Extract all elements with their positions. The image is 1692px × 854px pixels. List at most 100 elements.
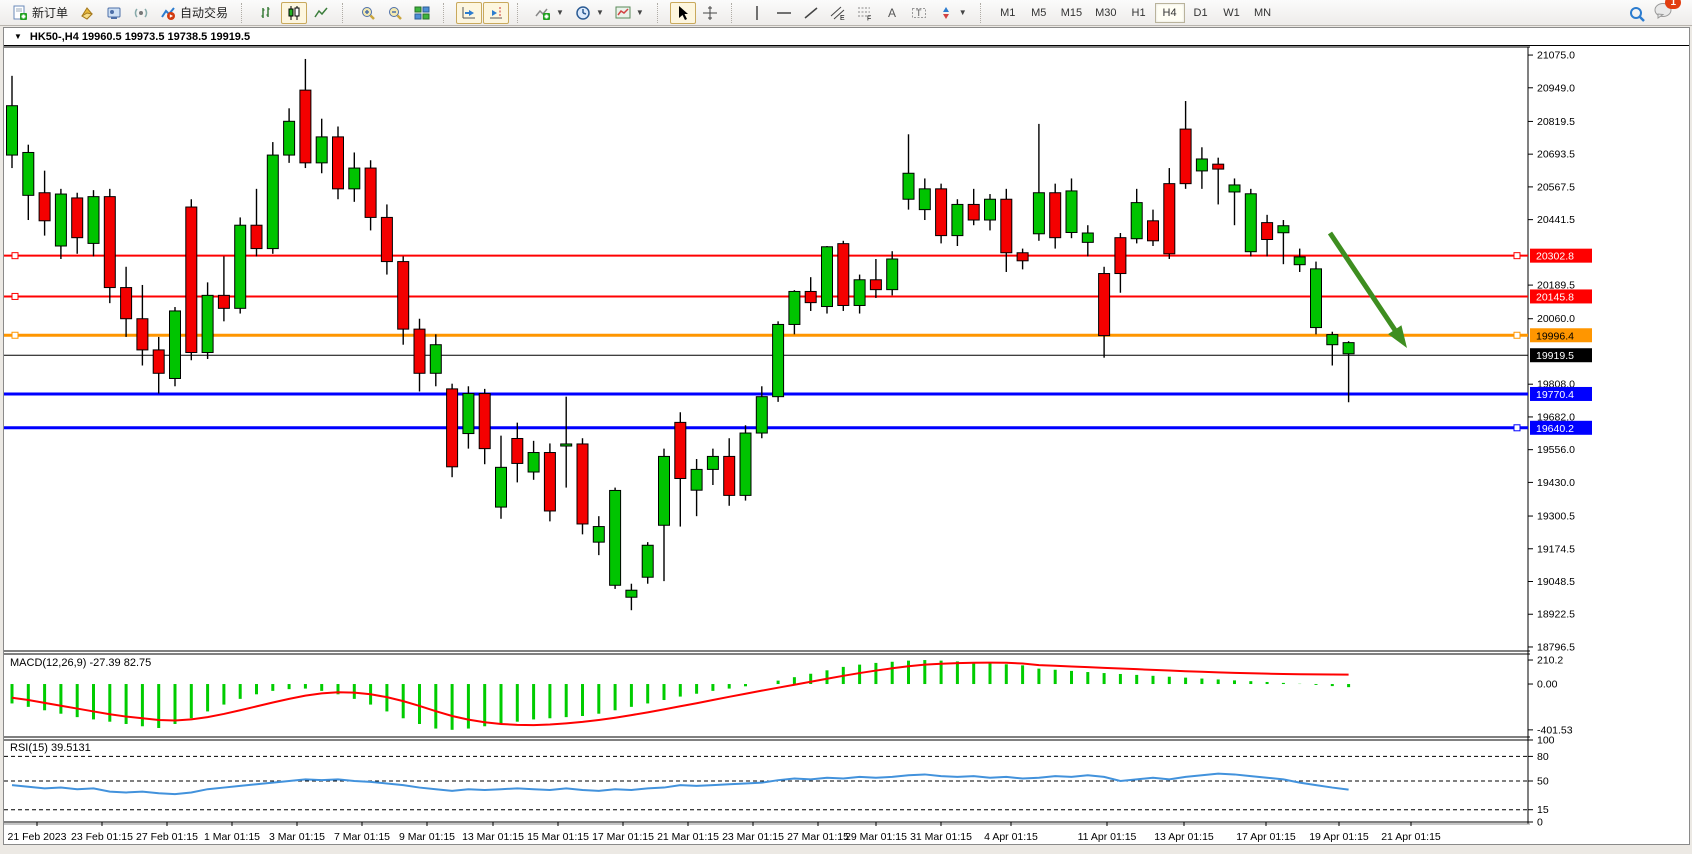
collapse-triangle-icon[interactable]: ▼ [14, 32, 22, 41]
candle-body [397, 261, 410, 330]
text-label-icon: T [911, 5, 927, 21]
line-handle[interactable] [1513, 424, 1521, 432]
toolbar-separator [241, 2, 246, 23]
candle-body [1179, 128, 1192, 185]
periods-button[interactable]: ▼ [570, 2, 609, 24]
candle-body [902, 172, 915, 200]
rsi-tick-label: 80 [1537, 751, 1549, 763]
bar-chart-button[interactable] [254, 2, 280, 24]
new-order-button[interactable]: 新订单 [7, 2, 73, 24]
line-handle[interactable] [1513, 252, 1521, 260]
timeframe-button-d1[interactable]: D1 [1193, 6, 1208, 19]
terminal-button[interactable] [101, 2, 127, 24]
price-tag-label: 19919.5 [1536, 350, 1574, 362]
candle-body [1261, 222, 1274, 241]
toolbar-separator [979, 2, 985, 23]
date-label: 21 Apr 01:15 [1381, 831, 1441, 843]
text-tool-button[interactable]: A [879, 2, 905, 24]
timeframe-button-w1[interactable]: W1 [1223, 6, 1240, 19]
timeframe-button-m5[interactable]: M5 [1031, 6, 1047, 19]
candle-body [1130, 202, 1143, 240]
macd-tick-label: 210.2 [1537, 655, 1563, 667]
candle-body [527, 452, 540, 473]
candle-body [38, 192, 51, 222]
timeframe-button-m30[interactable]: M30 [1095, 6, 1117, 19]
date-label: 31 Mar 01:15 [910, 831, 972, 843]
candle-body [315, 136, 328, 164]
chart-canvas[interactable]: 21075.0 20949.0 20819.5 20693.5 20567.5 20441… [4, 28, 1691, 846]
date-label: 3 Mar 01:15 [269, 831, 325, 843]
bar-chart-icon [259, 5, 275, 21]
candle-body [120, 287, 133, 320]
candle-body [1065, 190, 1078, 233]
zoom-in-button[interactable] [355, 2, 381, 24]
line-chart-button[interactable] [308, 2, 334, 24]
candle-body [1049, 192, 1062, 239]
arrows-tool-button[interactable]: ▼ [933, 2, 972, 24]
candle-body [201, 294, 214, 354]
trend-arrow-head[interactable] [1388, 325, 1407, 348]
date-label: 21 Feb 2023 [8, 831, 67, 843]
indicators-button[interactable]: ▼ [530, 2, 569, 24]
macd-indicator-label: MACD(12,26,9) -27.39 82.75 [10, 657, 152, 669]
new-order-icon [12, 5, 28, 21]
candle-body [967, 203, 980, 221]
fibonacci-tool-button[interactable]: F [852, 2, 878, 24]
candle-body [6, 105, 18, 156]
candle-body [1163, 183, 1176, 255]
trendline-tool-button[interactable] [798, 2, 824, 24]
candle-body [103, 196, 116, 289]
templates-button[interactable]: ▼ [610, 2, 649, 24]
candle-body [609, 489, 622, 586]
date-label: 9 Mar 01:15 [399, 831, 455, 843]
horizontal-line-tool-button[interactable] [771, 2, 797, 24]
candle-body [755, 396, 768, 434]
templates-icon [615, 5, 631, 21]
vertical-line-tool-button[interactable] [744, 2, 770, 24]
chart-title-bar[interactable]: ▼ HK50-,H4 19960.5 19973.5 19738.5 19919… [4, 28, 1689, 46]
line-handle[interactable] [1513, 331, 1521, 339]
trend-arrow-line[interactable] [1327, 231, 1401, 337]
tile-windows-button[interactable] [409, 2, 435, 24]
candlestick-chart-button[interactable] [281, 1, 308, 24]
market-watch-button[interactable] [74, 2, 100, 24]
chart-shift-button[interactable] [483, 1, 510, 24]
channel-tool-button[interactable]: E [825, 2, 851, 24]
candle-body [918, 188, 931, 211]
cursor-tool-button[interactable] [669, 1, 696, 24]
candle-body [1081, 232, 1094, 243]
crosshair-icon [702, 5, 718, 21]
candle-body [641, 544, 654, 578]
line-handle[interactable] [11, 331, 19, 339]
chart-title: HK50-,H4 19960.5 19973.5 19738.5 19919.5 [29, 30, 251, 43]
candle-body [413, 328, 426, 374]
candle-body [984, 198, 996, 221]
candle-body [1326, 334, 1339, 346]
zoom-out-button[interactable] [382, 2, 408, 24]
timeframe-button-m15[interactable]: M15 [1060, 6, 1083, 19]
line-handle[interactable] [11, 292, 19, 300]
candle-body [658, 455, 670, 526]
candle-body [690, 468, 703, 491]
signals-button[interactable] [128, 2, 154, 24]
candle-body [364, 167, 377, 218]
candle-body [54, 193, 67, 247]
candle-body [446, 388, 459, 468]
timeframe-button-h1[interactable]: H1 [1131, 6, 1146, 19]
main-toolbar: 新订单 自动交易 [0, 0, 1692, 26]
chart-window: ▼ HK50-,H4 19960.5 19973.5 19738.5 19919… [3, 27, 1690, 845]
line-handle[interactable] [11, 252, 19, 260]
search-icon[interactable] [1628, 5, 1645, 22]
candle-body [543, 452, 556, 512]
notifications-button[interactable]: 1 [1654, 0, 1681, 24]
timeframe-button-m1[interactable]: M1 [1000, 6, 1016, 19]
text-label-tool-button[interactable]: T [906, 2, 932, 24]
auto-scroll-button[interactable] [456, 1, 483, 24]
candle-body [804, 290, 817, 304]
crosshair-tool-button[interactable] [697, 2, 723, 24]
timeframe-button-h4[interactable]: H4 [1154, 2, 1185, 23]
auto-trading-button[interactable]: 自动交易 [155, 2, 233, 24]
timeframe-button-mn[interactable]: MN [1253, 6, 1272, 19]
notification-badge: 1 [1665, 0, 1681, 9]
rsi-tick-label: 100 [1537, 735, 1555, 747]
